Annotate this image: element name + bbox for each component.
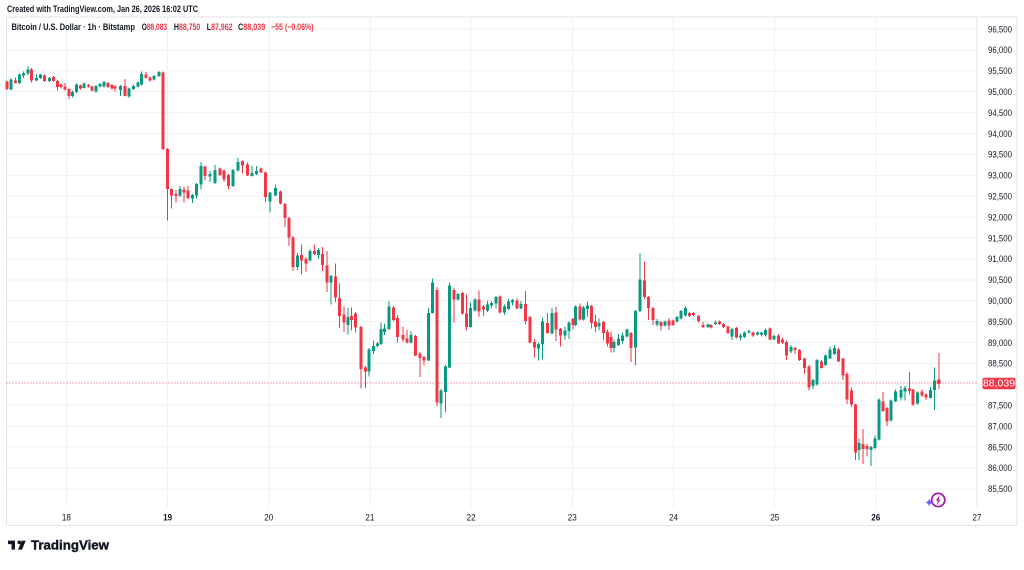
svg-text:96,000: 96,000 [988,45,1012,56]
svg-text:88,039: 88,039 [983,378,1015,390]
svg-text:18: 18 [62,513,71,524]
svg-text:H88,750: H88,750 [174,22,200,33]
svg-text:−55 (−0.06%): −55 (−0.06%) [271,22,314,33]
svg-text:85,500: 85,500 [988,484,1012,495]
svg-text:27: 27 [973,513,982,524]
svg-text:23: 23 [568,513,577,524]
svg-text:94,500: 94,500 [988,108,1012,119]
svg-text:19: 19 [163,513,172,524]
svg-text:92,000: 92,000 [988,212,1012,223]
svg-text:O88,083: O88,083 [142,22,167,33]
svg-text:21: 21 [365,513,374,524]
svg-text:93,500: 93,500 [988,150,1012,161]
svg-text:C88,039: C88,039 [238,22,265,33]
svg-text:96,500: 96,500 [988,24,1012,35]
svg-text:89,500: 89,500 [988,317,1012,328]
svg-text:Bitcoin / U.S. Dollar · 1h · B: Bitcoin / U.S. Dollar · 1h · Bitstamp [12,22,136,33]
svg-text:91,000: 91,000 [988,254,1012,265]
svg-text:88,500: 88,500 [988,359,1012,370]
svg-text:94,000: 94,000 [988,129,1012,140]
svg-text:Created with TradingView.com,: Created with TradingView.com, Jan 26, 20… [7,4,198,15]
svg-text:95,500: 95,500 [988,66,1012,77]
svg-text:89,000: 89,000 [988,338,1012,349]
svg-text:24: 24 [669,513,678,524]
svg-text:95,000: 95,000 [988,87,1012,98]
svg-text:86,500: 86,500 [988,442,1012,453]
svg-text:90,500: 90,500 [988,275,1012,286]
svg-text:91,500: 91,500 [988,233,1012,244]
svg-text:86,000: 86,000 [988,463,1012,474]
svg-text:87,500: 87,500 [988,401,1012,412]
svg-text:90,000: 90,000 [988,296,1012,307]
svg-text:L87,962: L87,962 [207,22,233,33]
svg-text:TradingView: TradingView [31,537,110,552]
svg-text:22: 22 [467,513,476,524]
svg-text:25: 25 [770,513,779,524]
svg-text:93,000: 93,000 [988,171,1012,182]
svg-text:26: 26 [871,513,880,524]
svg-text:92,500: 92,500 [988,192,1012,203]
svg-text:87,000: 87,000 [988,421,1012,432]
svg-text:20: 20 [264,513,273,524]
